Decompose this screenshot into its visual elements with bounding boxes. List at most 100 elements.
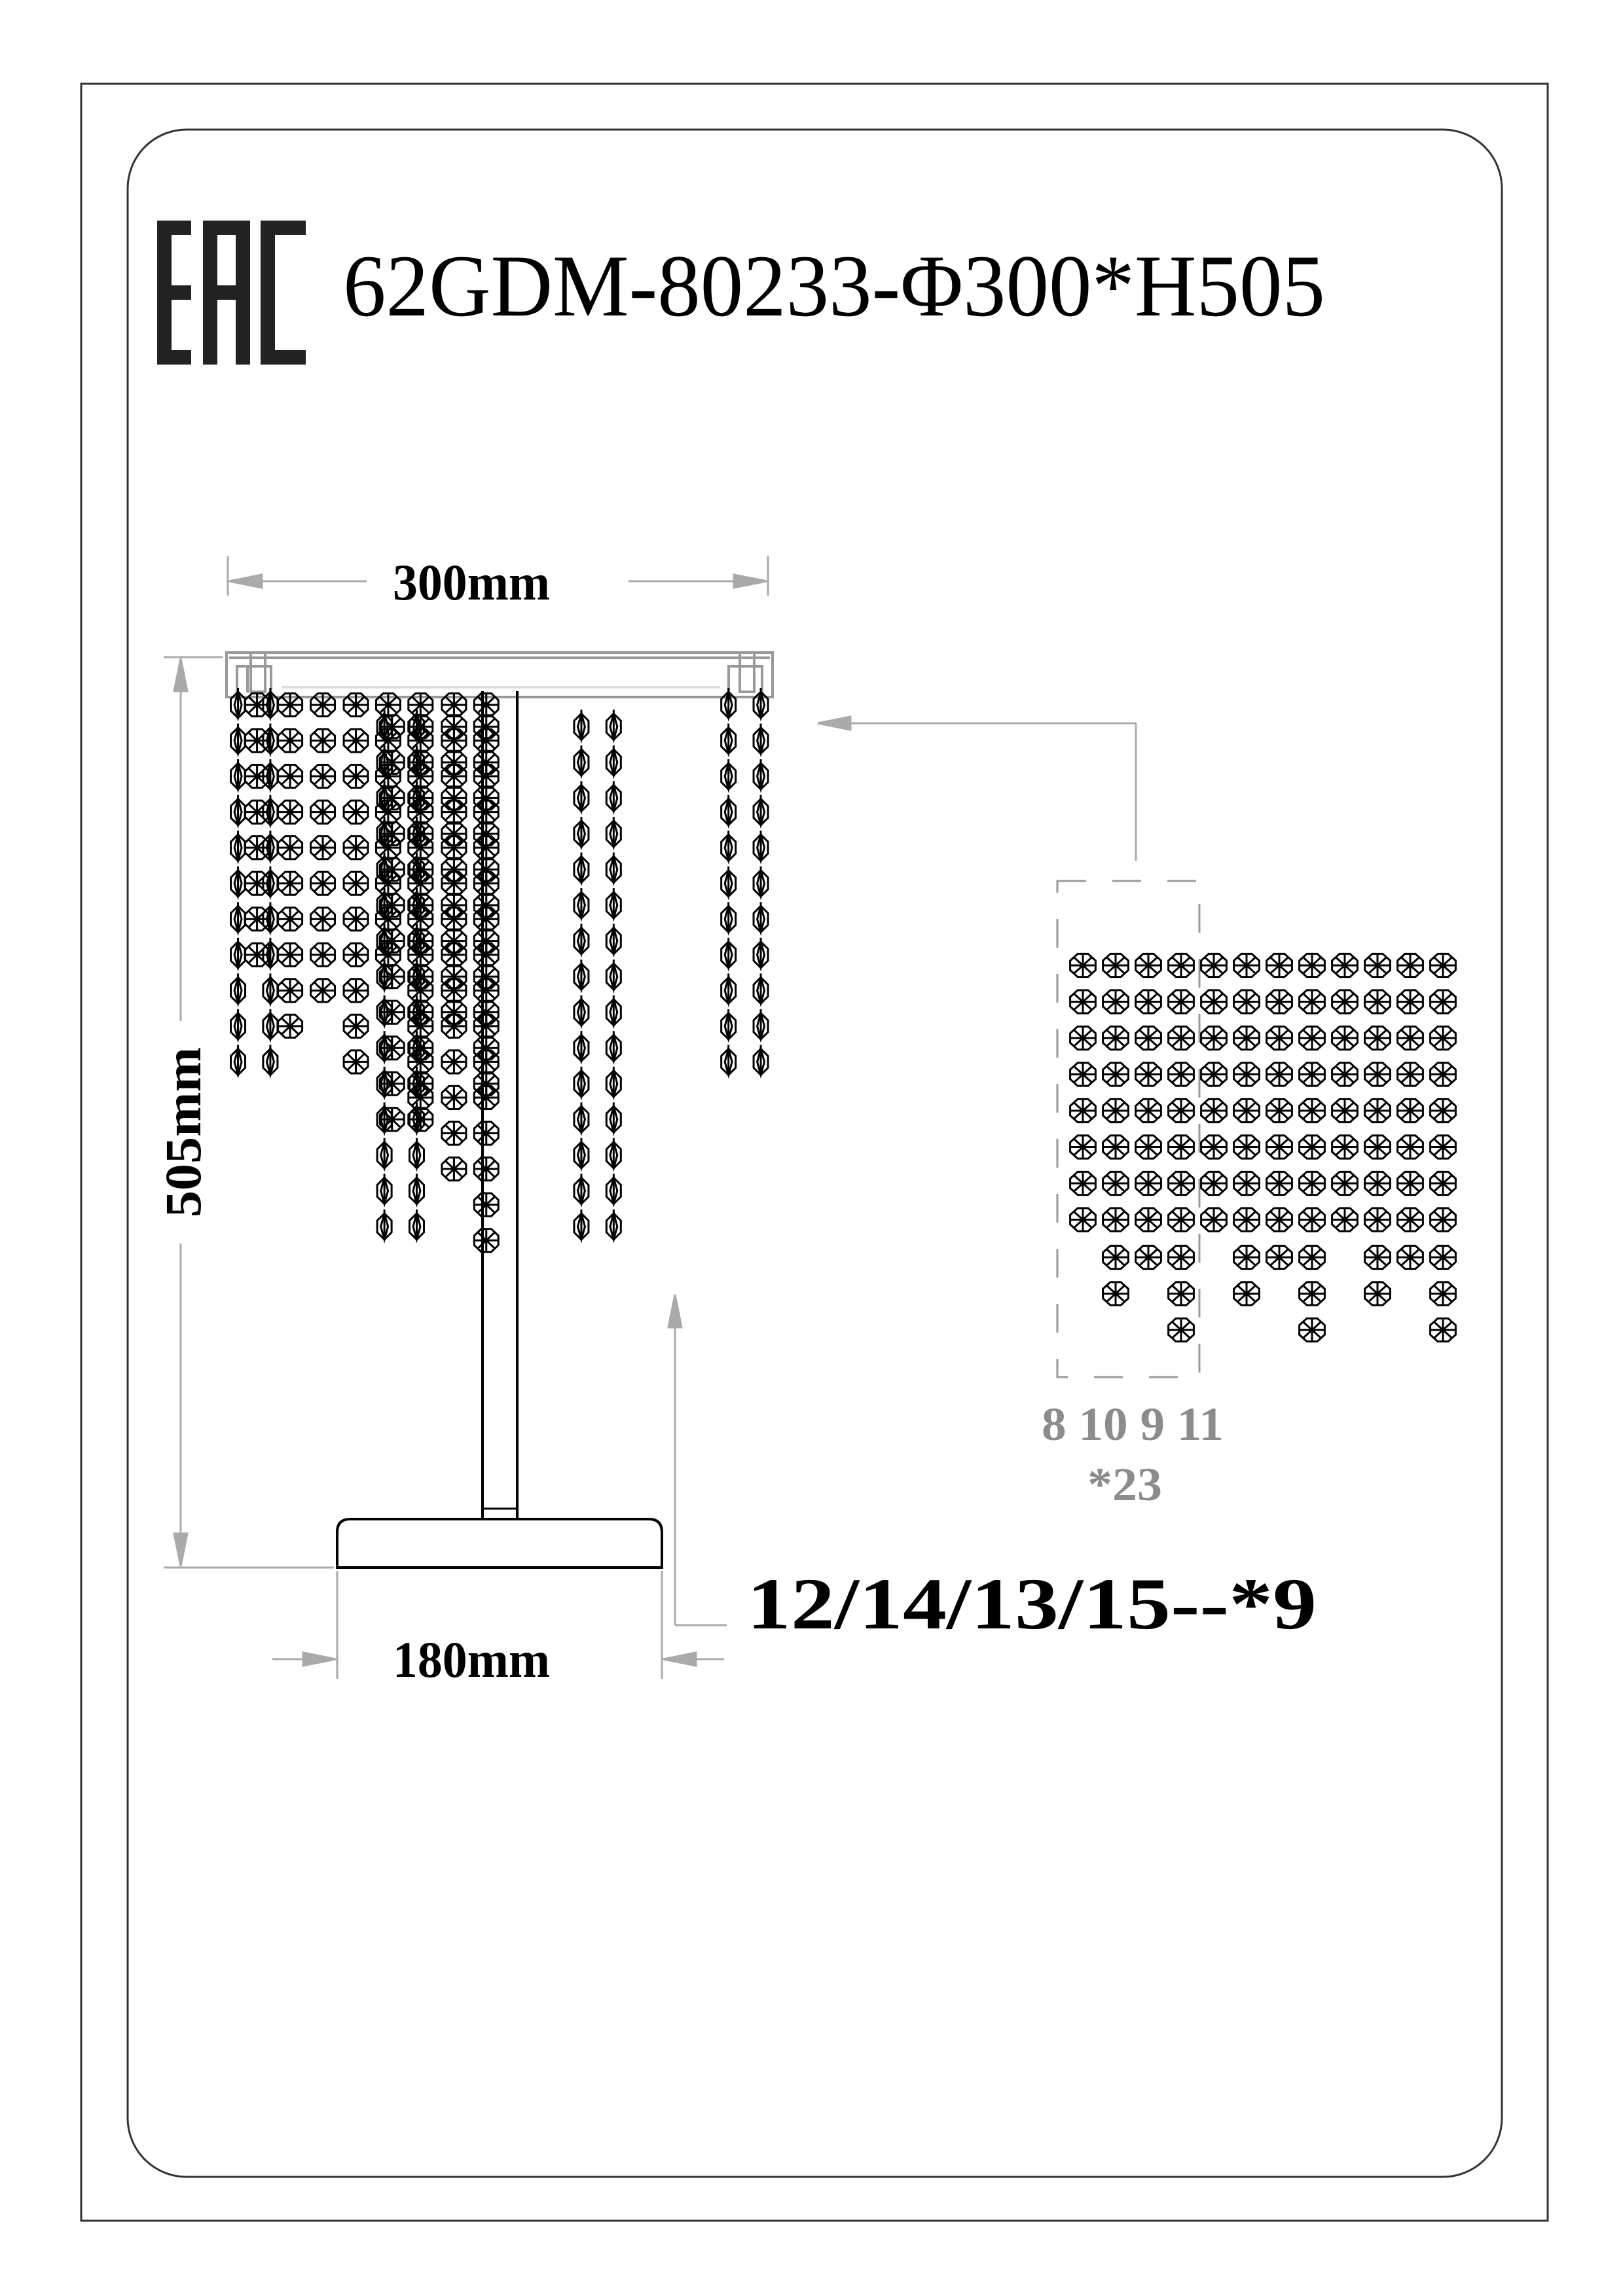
octagon-crystal-icon: [1429, 1317, 1457, 1343]
diamond-crystal-icon: [376, 995, 393, 1030]
diamond-crystal-icon: [605, 1174, 622, 1208]
octagon-crystal-icon: [1266, 1134, 1293, 1160]
octagon-crystal-icon: [1135, 1098, 1162, 1124]
diamond-crystal-icon: [605, 960, 622, 994]
diamond-crystal-icon: [262, 1045, 279, 1079]
octagon-crystal-icon: [441, 964, 467, 990]
crystal-strand: [230, 687, 247, 1079]
diamond-crystal-icon: [230, 723, 247, 758]
octagon-crystal-icon: [1069, 1098, 1097, 1124]
octagon-crystal-icon: [1266, 1244, 1293, 1270]
octagon-crystal-icon: [441, 893, 467, 918]
crystal-strand: [473, 692, 500, 1253]
octagon-crystal-icon: [277, 799, 304, 825]
crystal-strand: [277, 692, 304, 1039]
octagon-crystal-icon: [1396, 1207, 1424, 1232]
octagon-crystal-icon: [1135, 1134, 1162, 1160]
diamond-crystal-icon: [230, 759, 247, 793]
diamond-crystal-icon: [230, 795, 247, 829]
octagon-crystal-icon: [1200, 989, 1228, 1014]
octagon-crystal-icon: [342, 942, 369, 967]
dimension-label-505mm: 505mm: [155, 1047, 211, 1217]
diamond-crystal-icon: [376, 745, 393, 780]
octagon-crystal-icon: [1396, 952, 1424, 978]
crystal-strand: [752, 687, 769, 1079]
octagon-crystal-icon: [473, 1228, 500, 1253]
octagon-crystal-icon: [1396, 1062, 1424, 1087]
diamond-crystal-icon: [262, 902, 279, 936]
octagon-crystal-icon: [310, 942, 336, 967]
octagon-crystal-icon: [441, 785, 467, 811]
octagon-crystal-icon: [1429, 989, 1457, 1014]
octagon-crystal-icon: [441, 857, 467, 882]
detail-crystal-column: [1429, 952, 1457, 1343]
octagon-crystal-icon: [1069, 1062, 1097, 1087]
octagon-crystal-icon: [1233, 1025, 1260, 1051]
octagon-crystal-icon: [473, 1035, 500, 1061]
octagon-crystal-icon: [1429, 1134, 1457, 1160]
diamond-crystal-icon: [376, 1031, 393, 1065]
crystal-strand: [720, 687, 737, 1079]
octagon-crystal-icon: [277, 764, 304, 789]
octagon-crystal-icon: [1200, 1207, 1228, 1232]
octagon-crystal-icon: [1233, 1170, 1260, 1196]
diamond-crystal-icon: [408, 745, 425, 780]
diamond-crystal-icon: [752, 902, 769, 936]
octagon-crystal-icon: [1233, 1098, 1260, 1124]
octagon-crystal-icon: [1429, 1098, 1457, 1124]
leader-arrow-base: [667, 1294, 727, 1626]
crystal-strand: [408, 709, 425, 1244]
diamond-crystal-icon: [573, 852, 590, 887]
octagon-crystal-icon: [1135, 952, 1162, 978]
crystal-strand: [376, 709, 393, 1244]
octagon-crystal-icon: [310, 799, 336, 825]
octagon-crystal-icon: [1364, 1281, 1391, 1306]
octagon-crystal-icon: [441, 1049, 467, 1075]
octagon-crystal-icon: [1233, 1134, 1260, 1160]
diamond-crystal-icon: [752, 1009, 769, 1043]
octagon-crystal-icon: [1167, 1098, 1195, 1124]
octagon-crystal-icon: [441, 928, 467, 954]
diamond-crystal-icon: [262, 1009, 279, 1043]
diamond-crystal-icon: [752, 1045, 769, 1079]
detail-crystal-column: [1102, 952, 1129, 1306]
octagon-crystal-icon: [473, 1121, 500, 1146]
crystal-strand: [407, 692, 434, 1110]
octagon-crystal-icon: [1364, 1025, 1391, 1051]
octagon-crystal-icon: [1167, 1244, 1195, 1270]
octagon-crystal-icon: [1298, 1098, 1326, 1124]
diamond-crystal-icon: [605, 852, 622, 887]
diamond-crystal-icon: [573, 1174, 590, 1208]
octagon-crystal-icon: [1298, 1317, 1326, 1343]
diamond-crystal-icon: [376, 924, 393, 958]
octagon-crystal-icon: [473, 692, 500, 717]
octagon-crystal-icon: [1167, 1025, 1195, 1051]
detail-selection-box: [1056, 880, 1201, 1378]
octagon-crystal-icon: [1364, 1244, 1391, 1270]
diamond-crystal-icon: [262, 759, 279, 793]
octagon-crystal-icon: [1266, 1207, 1293, 1232]
octagon-crystal-icon: [1364, 1062, 1391, 1087]
diamond-crystal-icon: [573, 1066, 590, 1101]
octagon-crystal-icon: [1135, 1170, 1162, 1196]
inner-border: [126, 128, 1503, 2178]
diamond-crystal-icon: [720, 866, 737, 901]
diamond-crystal-icon: [408, 709, 425, 744]
octagon-crystal-icon: [342, 835, 369, 861]
octagon-crystal-icon: [1200, 1098, 1228, 1124]
octagon-crystal-icon: [1298, 1244, 1326, 1270]
octagon-crystal-icon: [1069, 952, 1097, 978]
diamond-crystal-icon: [376, 709, 393, 744]
octagon-crystal-icon: [1364, 1134, 1391, 1160]
diamond-crystal-icon: [605, 888, 622, 922]
octagon-crystal-icon: [1331, 1098, 1359, 1124]
crystal-quantity-label: *23: [1087, 1458, 1162, 1511]
diamond-crystal-icon: [408, 1138, 425, 1172]
octagon-crystal-icon: [1298, 1281, 1326, 1306]
detail-crystal-column: [1364, 952, 1391, 1306]
lamp-base: [336, 1518, 663, 1569]
octagon-crystal-icon: [1331, 952, 1359, 978]
octagon-crystal-icon: [1069, 1134, 1097, 1160]
octagon-crystal-icon: [1429, 1244, 1457, 1270]
octagon-crystal-icon: [1298, 1170, 1326, 1196]
